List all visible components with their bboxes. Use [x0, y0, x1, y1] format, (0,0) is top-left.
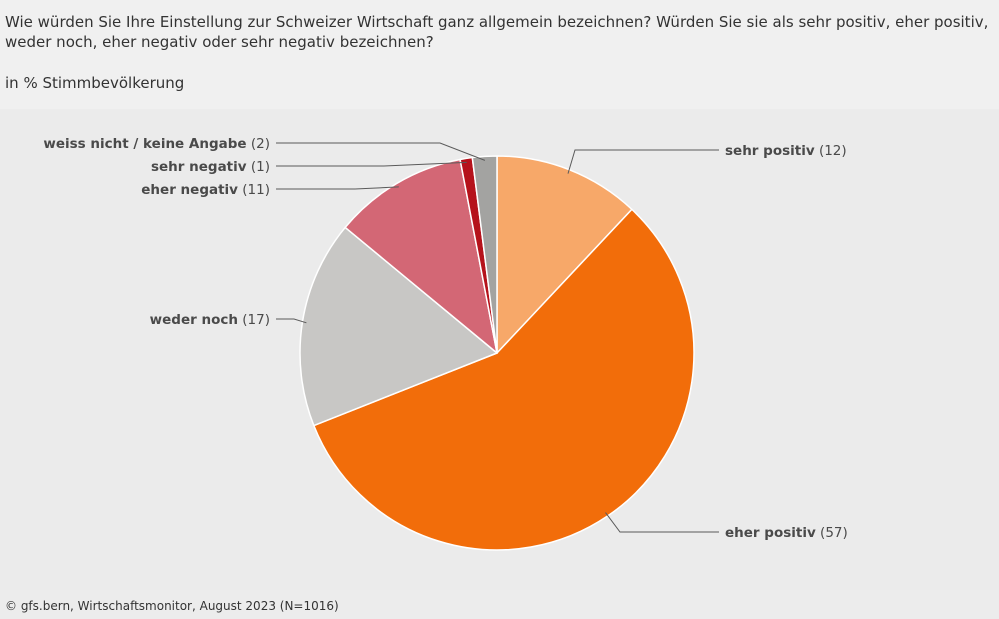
leader-line-eher-positiv: [605, 512, 719, 533]
slice-label-value: (11): [238, 182, 270, 198]
label-leaders: [276, 142, 719, 533]
leader-line-sehr-negativ: [276, 161, 467, 167]
pie-slice-weiss-nicht-keine-angabe: [471, 155, 498, 354]
slice-label-name: eher positiv: [725, 525, 816, 541]
slice-label-eher-positiv: eher positiv (57): [725, 525, 848, 541]
pie-chart: sehr positiv (12) eher positiv (57) weder …: [43, 136, 848, 551]
pie-slices: [299, 155, 695, 551]
slice-label-value: (57): [816, 525, 848, 541]
slice-label-value: (12): [815, 143, 847, 159]
slice-label-value: (2): [247, 136, 270, 152]
slice-label-name: weder noch: [150, 312, 238, 328]
leader-line-sehr-positiv: [567, 149, 719, 174]
slice-label-value: (1): [247, 159, 270, 175]
leader-line-weiss-nicht-keine-angabe: [276, 142, 486, 161]
slice-label-name: sehr positiv: [725, 143, 815, 159]
pie-slice-eher-negativ: [344, 158, 498, 354]
slice-label-weder-noch: weder noch (17): [150, 312, 270, 328]
slice-label-name: sehr negativ: [151, 159, 247, 175]
source-note: © gfs.bern, Wirtschaftsmonitor, August 2…: [5, 599, 339, 613]
slice-label-weiss-nicht-keine-angabe: weiss nicht / keine Angabe (2): [43, 136, 270, 152]
pie-slice-weder-noch: [299, 226, 498, 427]
slice-labels: sehr positiv (12) eher positiv (57) weder …: [43, 136, 847, 541]
leader-line-weder-noch: [276, 318, 307, 324]
slice-label-name: weiss nicht / keine Angabe: [43, 136, 246, 152]
question-title: Wie würden Sie Ihre Einstellung zur Schw…: [5, 13, 989, 51]
leader-line-eher-negativ: [276, 186, 399, 190]
slice-label-value: (17): [238, 312, 270, 328]
slice-label-name: eher negativ: [141, 182, 238, 198]
slice-label-sehr-negativ: sehr negativ (1): [151, 159, 270, 175]
slice-label-sehr-positiv: sehr positiv (12): [725, 143, 847, 159]
slice-label-eher-negativ: eher negativ (11): [141, 182, 270, 198]
header: Wie würden Sie Ihre Einstellung zur Schw…: [0, 0, 999, 109]
chart-subtitle: in % Stimmbevölkerung: [5, 74, 185, 92]
chart-area: sehr positiv (12) eher positiv (57) weder …: [0, 110, 999, 590]
